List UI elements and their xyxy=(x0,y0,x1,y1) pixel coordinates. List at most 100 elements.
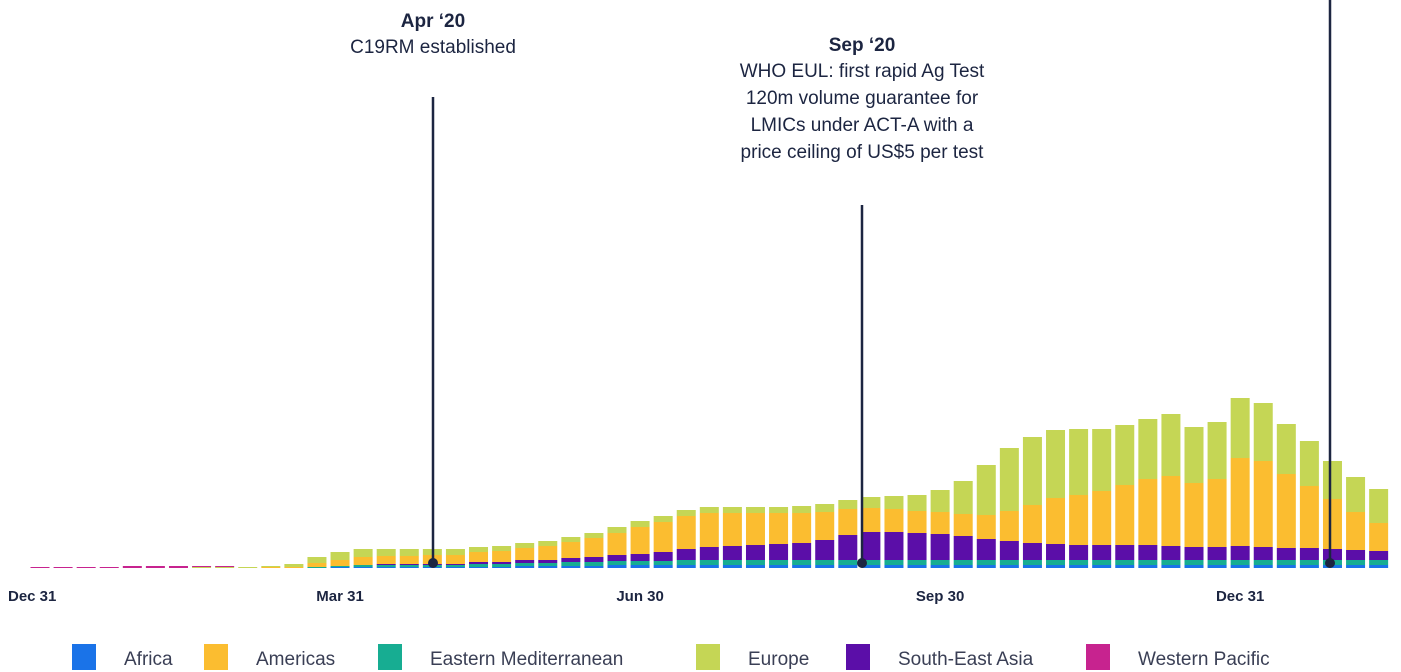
bar-segment xyxy=(1346,550,1366,560)
bar-segment xyxy=(1184,565,1204,568)
legend-label: Western Pacific xyxy=(1138,649,1270,670)
bar-segment xyxy=(192,566,212,567)
bar-segment xyxy=(515,566,535,568)
bar-segment xyxy=(1276,565,1296,568)
bar-segment xyxy=(399,564,419,565)
bar-segment xyxy=(1276,474,1296,548)
bar-segment xyxy=(792,506,812,513)
legend-swatch xyxy=(378,644,402,670)
x-tick-label: Jun 30 xyxy=(616,588,664,605)
bar-segment xyxy=(1207,547,1227,560)
bar-segment xyxy=(630,554,650,561)
bar-segment xyxy=(1022,437,1042,505)
bar-segment xyxy=(1161,546,1181,560)
bar-segment xyxy=(976,560,996,565)
bar-segment xyxy=(1346,512,1366,550)
bar-segment xyxy=(515,563,535,566)
bar-segment xyxy=(976,515,996,539)
bar-segment xyxy=(561,566,581,568)
bar-segment xyxy=(999,565,1019,568)
bar-segment xyxy=(1092,560,1112,565)
bar-segment xyxy=(676,565,696,568)
bar-segment xyxy=(1092,429,1112,491)
bar-segment xyxy=(1069,429,1089,495)
bar-segment xyxy=(745,565,765,568)
bar-segment xyxy=(930,512,950,534)
bar-segment xyxy=(1115,565,1135,568)
bar-segment xyxy=(445,555,465,564)
bar-segment xyxy=(99,567,119,568)
annotation-dot xyxy=(428,558,438,568)
bar-segment xyxy=(1069,560,1089,565)
bar-segment xyxy=(376,565,396,567)
bar-segment xyxy=(30,567,50,568)
bar-segment xyxy=(492,562,512,564)
bar-segment xyxy=(445,549,465,555)
bar-segment xyxy=(307,567,327,568)
bar-segment xyxy=(1346,560,1366,565)
bar-segment xyxy=(745,513,765,545)
bar-segment xyxy=(838,500,858,509)
bar-segment xyxy=(1115,425,1135,485)
bar-segment xyxy=(815,560,835,565)
legend-label: Americas xyxy=(256,649,335,670)
bar-segment xyxy=(699,547,719,560)
bar-segment xyxy=(469,547,489,552)
bar-segment xyxy=(284,564,304,567)
bar-segment xyxy=(745,545,765,560)
bar-segment xyxy=(1184,483,1204,547)
bar-segment xyxy=(1299,486,1319,548)
bar-segment xyxy=(584,557,604,562)
bar-segment xyxy=(699,565,719,568)
bar-segment xyxy=(884,509,904,532)
bar-segment xyxy=(469,552,489,562)
bar-segment xyxy=(1253,560,1273,565)
bar-segment xyxy=(1069,495,1089,545)
bar-segment xyxy=(976,565,996,568)
bar-segment xyxy=(976,465,996,515)
bar-segment xyxy=(815,504,835,512)
bar-segment xyxy=(53,567,73,568)
bar-segment xyxy=(1138,560,1158,565)
annotation-text: C19RM established xyxy=(350,37,516,58)
bar-segment xyxy=(399,549,419,556)
bar-segment xyxy=(1046,544,1066,560)
bar-segment xyxy=(330,552,350,560)
bar-segment xyxy=(1253,547,1273,560)
bar-segment xyxy=(930,490,950,512)
bar-segment xyxy=(1230,458,1250,546)
bar-segment xyxy=(215,566,235,567)
bar-segment xyxy=(1253,461,1273,547)
x-tick-label: Dec 31 xyxy=(1216,588,1264,605)
bar-segment xyxy=(469,562,489,564)
bar-segment xyxy=(307,557,327,563)
bar-segment xyxy=(561,537,581,542)
bar-segment xyxy=(561,562,581,566)
bars xyxy=(30,398,1389,568)
bar-segment xyxy=(515,560,535,563)
legend-label: Europe xyxy=(748,649,809,670)
annotation-title: Apr ‘20 xyxy=(401,11,465,32)
bar-segment xyxy=(168,566,188,568)
bar-segment xyxy=(930,560,950,565)
bar-segment xyxy=(630,521,650,527)
bar-segment xyxy=(1322,549,1342,560)
bar-segment xyxy=(515,543,535,548)
bar-segment xyxy=(1369,565,1389,568)
bar-segment xyxy=(376,549,396,556)
bar-segment xyxy=(722,513,742,546)
bar-segment xyxy=(215,567,235,568)
bar-segment xyxy=(1299,565,1319,568)
bar-segment xyxy=(1276,548,1296,560)
x-tick-label: Dec 31 xyxy=(8,588,56,605)
bar-segment xyxy=(445,565,465,567)
bar-segment xyxy=(722,565,742,568)
bar-segment xyxy=(399,567,419,568)
bar-segment xyxy=(1115,545,1135,560)
bar-segment xyxy=(445,564,465,565)
bar-segment xyxy=(145,566,165,568)
bar-segment xyxy=(1369,523,1389,551)
bar-segment xyxy=(1022,560,1042,565)
bar-segment xyxy=(769,507,789,513)
bar-segment xyxy=(307,563,327,567)
